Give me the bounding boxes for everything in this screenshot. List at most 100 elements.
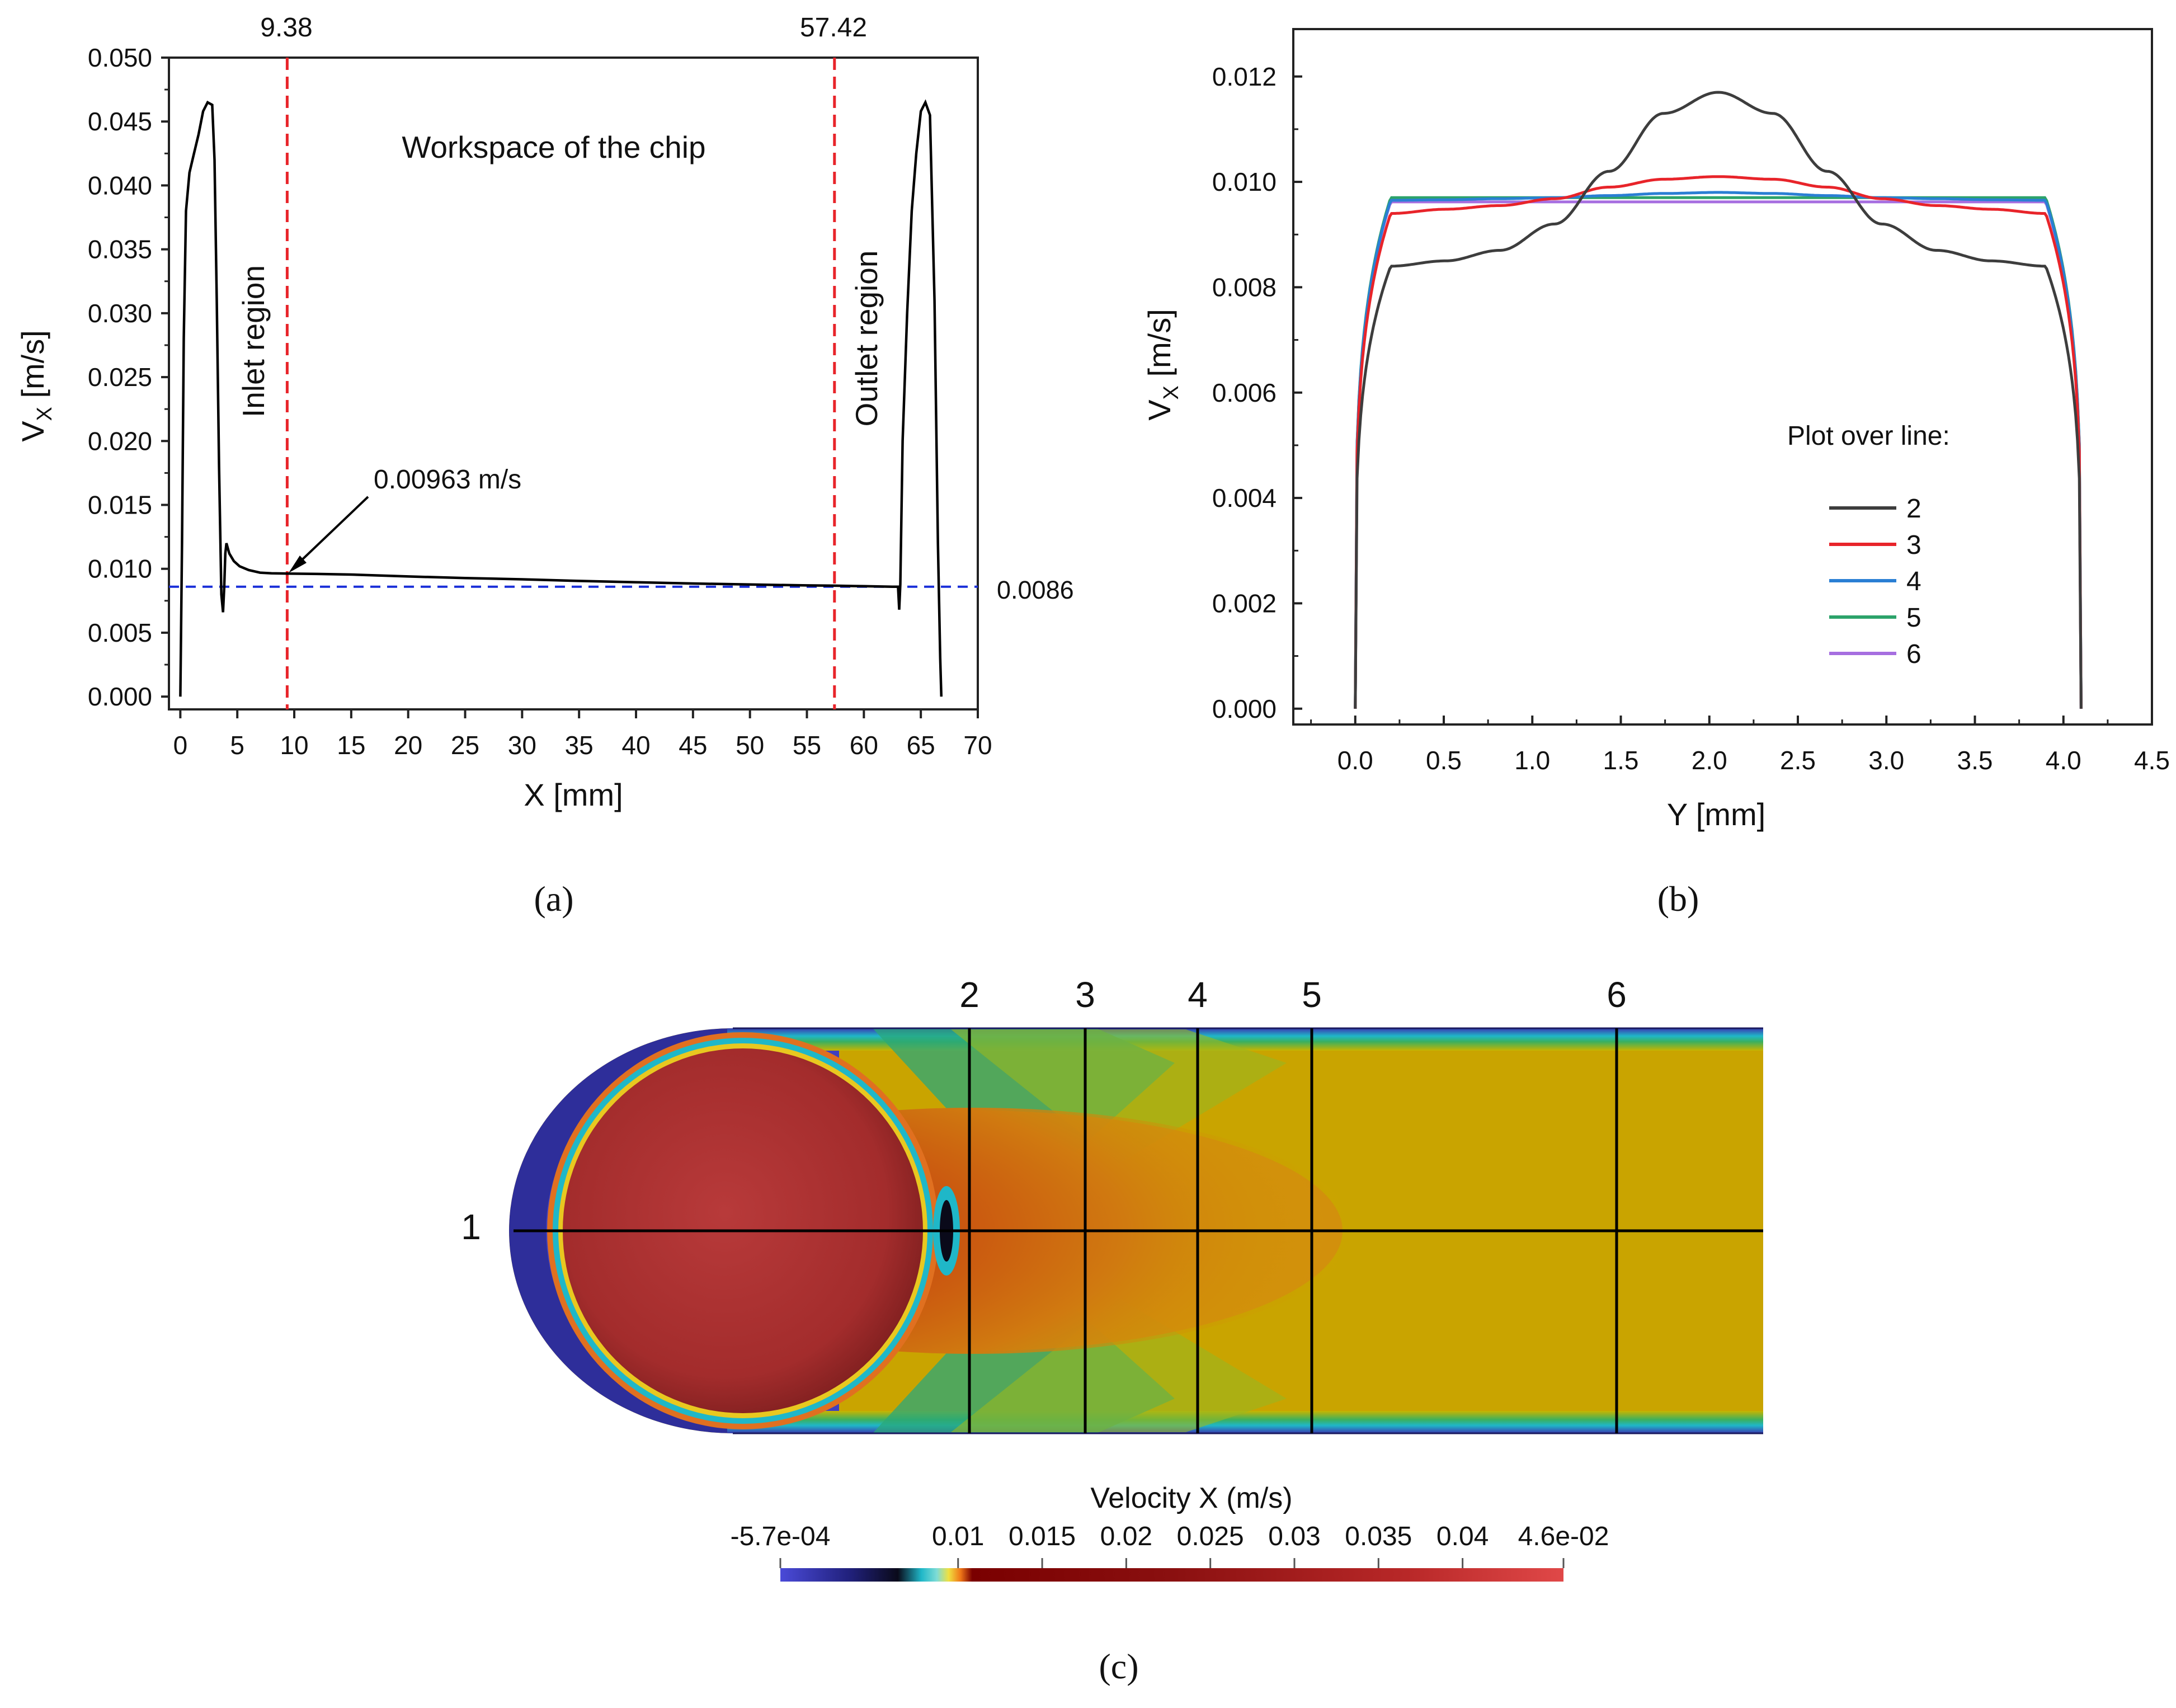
panel-a-xtick-label: 35 xyxy=(565,731,594,760)
panel-c-colorbar-title: Velocity X (m/s) xyxy=(1090,1482,1292,1514)
panel-b-legend-label: 3 xyxy=(1906,530,1921,560)
panel-b-ytick-label: 0.004 xyxy=(1212,483,1277,512)
panel-b-curve-line-3 xyxy=(1354,175,2083,709)
panel-c-velocity-field: 1 2 3 4 5 6 Velocity X (m/s) -5.7e-04 0.01 0.01… xyxy=(461,975,1763,1686)
panel-a-ytick-label: 0.000 xyxy=(88,682,152,711)
panel-a-ytick-label: 0.025 xyxy=(88,363,152,392)
caption-a: (a) xyxy=(534,879,573,919)
panel-a-xtick-label: 25 xyxy=(451,731,479,760)
panel-a-ytick-label: 0.035 xyxy=(88,235,152,264)
panel-c-colorbar-label: 0.01 xyxy=(932,1522,984,1551)
panel-c-line-label: 1 xyxy=(461,1207,481,1247)
panel-b-xtick-label: 2.0 xyxy=(1692,746,1727,775)
panel-a-chart: 0.000 0.005 0.010 0.015 0.020 0.025 0.030 0.035… xyxy=(15,13,1074,919)
panel-a-y-axis: 0.000 0.005 0.010 0.015 0.020 0.025 0.030 0.035… xyxy=(88,43,169,711)
panel-a-ytick-label: 0.005 xyxy=(88,618,152,647)
panel-c-line-label: 3 xyxy=(1075,975,1095,1015)
panel-b-curve-line-4 xyxy=(1354,191,2083,709)
panel-a-outlet-label: Outlet region xyxy=(849,251,884,427)
panel-b-legend-label: 4 xyxy=(1906,567,1921,596)
panel-b-ylabel-main: V xyxy=(1142,399,1177,421)
panel-b-ytick-label: 0.008 xyxy=(1212,272,1277,302)
panel-b-legend-label: 2 xyxy=(1906,494,1921,524)
panel-a-vline1-label: 9.38 xyxy=(260,13,312,43)
panel-b-ytick-label: 0.000 xyxy=(1212,694,1277,723)
svg-text:VX [m/s]: VX [m/s] xyxy=(15,330,56,442)
panel-a-xtick-label: 5 xyxy=(230,731,244,760)
panel-c-colorbar-label: 0.04 xyxy=(1436,1522,1489,1551)
panel-c-colorbar-label: -5.7e-04 xyxy=(731,1522,831,1551)
panel-a-x-axis: 0 5 10 15 20 25 30 35 40 45 50 55 60 65 70 xyxy=(173,709,992,760)
panel-b-ytick-label: 0.012 xyxy=(1212,62,1277,91)
panel-b-curve-line-5 xyxy=(1354,196,2083,709)
panel-b-ytick-label: 0.002 xyxy=(1212,589,1277,618)
panel-b-xtick-label: 4.5 xyxy=(2134,746,2170,775)
panel-b-frame xyxy=(1292,28,2153,726)
panel-a-vline2-label: 57.42 xyxy=(800,13,867,43)
panel-c-colorbar-label: 0.03 xyxy=(1268,1522,1320,1551)
panel-a-frame xyxy=(168,57,979,711)
panel-a-xlabel: X [mm] xyxy=(524,777,623,812)
panel-a-xtick-label: 0 xyxy=(173,731,188,760)
panel-b-x-axis: 0.0 0.5 1.0 1.5 2.0 2.5 3.0 3.5 4.0 4.5 xyxy=(1310,716,2170,775)
panel-a-ytick-label: 0.020 xyxy=(88,426,152,455)
panel-a-ytick-label: 0.030 xyxy=(88,299,152,328)
panel-b-legend: 2 3 4 5 6 xyxy=(1829,494,1921,669)
panel-b-xtick-label: 0.0 xyxy=(1337,746,1373,775)
panel-b-ytick-label: 0.006 xyxy=(1212,378,1277,407)
panel-b-xtick-label: 3.5 xyxy=(1957,746,1993,775)
panel-b-xtick-label: 1.0 xyxy=(1514,746,1550,775)
panel-c-line-label: 2 xyxy=(959,975,979,1015)
panel-b-xtick-label: 2.5 xyxy=(1780,746,1816,775)
panel-c-colorbar-label: 4.6e-02 xyxy=(1518,1522,1609,1551)
panel-a-ytick-label: 0.050 xyxy=(88,43,152,72)
panel-a-xtick-label: 55 xyxy=(793,731,821,760)
panel-a-xtick-label: 70 xyxy=(963,731,992,760)
panel-b-xtick-label: 3.0 xyxy=(1868,746,1904,775)
panel-a-arrow xyxy=(289,496,369,573)
caption-c: (c) xyxy=(1099,1646,1138,1686)
panel-c-colorbar-ticks: -5.7e-04 0.01 0.015 0.02 0.025 0.03 0.035 0.04 4… xyxy=(731,1522,1609,1568)
panel-c-colorbar-label: 0.015 xyxy=(1009,1522,1076,1551)
panel-b-legend-title: Plot over line: xyxy=(1787,421,1950,451)
panel-a-ytick-label: 0.045 xyxy=(88,107,152,136)
panel-c-colorbar-label: 0.035 xyxy=(1345,1522,1412,1551)
panel-b-ylabel-sub: X xyxy=(1160,385,1183,399)
panel-b-y-axis: 0.000 0.002 0.004 0.006 0.008 0.010 0.012 xyxy=(1212,62,1302,723)
panel-b-curve-line-2 xyxy=(1354,91,2083,709)
panel-c-colorbar-label: 0.02 xyxy=(1100,1522,1152,1551)
panel-b-legend-label: 5 xyxy=(1906,603,1921,633)
panel-b-curve-line-6 xyxy=(1354,200,2083,709)
panel-b-xtick-label: 1.5 xyxy=(1603,746,1639,775)
caption-b: (b) xyxy=(1657,879,1699,919)
panel-a-xtick-label: 40 xyxy=(621,731,650,760)
panel-a-xtick-label: 45 xyxy=(679,731,707,760)
panel-a-inlet-label: Inlet region xyxy=(236,265,271,417)
panel-a-workspace-label: Workspace of the chip xyxy=(402,130,705,164)
panel-c-line-label: 5 xyxy=(1302,975,1322,1015)
panel-c-colorbar-label: 0.025 xyxy=(1177,1522,1244,1551)
panel-a-xtick-label: 15 xyxy=(337,731,365,760)
panel-b-ytick-label: 0.010 xyxy=(1212,167,1277,196)
panel-a-xtick-label: 20 xyxy=(394,731,422,760)
panel-a-xtick-label: 65 xyxy=(907,731,935,760)
svg-text:VX [m/s]: VX [m/s] xyxy=(1142,309,1183,421)
panel-a-ytick-label: 0.040 xyxy=(88,171,152,200)
panel-a-ylabel: VX [m/s] xyxy=(15,330,56,442)
panel-a-ylabel-sub: X xyxy=(33,407,56,421)
panel-b-legend-label: 6 xyxy=(1906,639,1921,669)
panel-b-profile-curves xyxy=(1354,91,2083,709)
panel-a-ytick-label: 0.010 xyxy=(88,554,152,584)
panel-a-xtick-label: 60 xyxy=(850,731,878,760)
panel-c-plot-lines: 1 2 3 4 5 6 xyxy=(461,975,1763,1433)
panel-c-line-label: 4 xyxy=(1188,975,1208,1015)
panel-b-xtick-label: 0.5 xyxy=(1426,746,1462,775)
panel-a-xtick-label: 50 xyxy=(736,731,764,760)
panel-a-hline-label: 0.0086 xyxy=(997,576,1074,604)
panel-a-ylabel-main: V xyxy=(15,421,50,442)
panel-a-ylabel-unit: [m/s] xyxy=(15,330,50,407)
panel-c-colorbar xyxy=(780,1568,1563,1582)
panel-b-xtick-label: 4.0 xyxy=(2046,746,2081,775)
